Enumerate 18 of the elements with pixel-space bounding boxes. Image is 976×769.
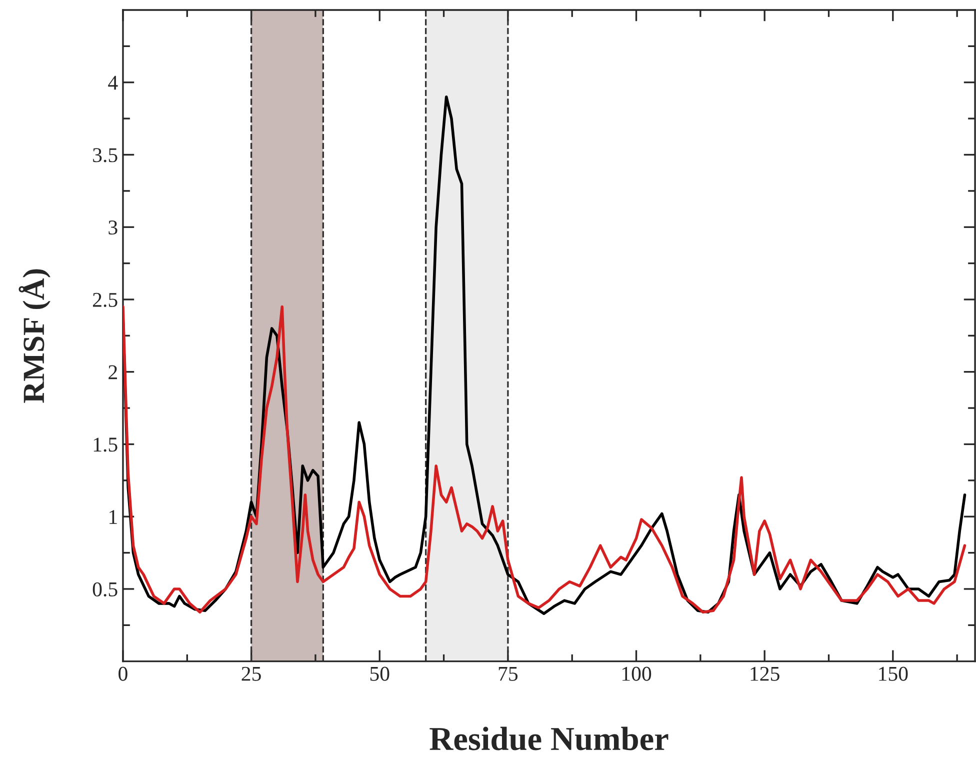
x-tick-label: 0 [118, 666, 128, 681]
x-tick-label: 75 [498, 667, 518, 681]
x-tick-label: 100 [622, 666, 652, 681]
y-tick-label: 3.5 [93, 148, 118, 162]
y-tick-label: 1 [110, 510, 117, 524]
x-axis-title: Residue Number [430, 726, 668, 750]
y-tick-label: 0.5 [92, 582, 118, 596]
y-axis-title: RMSF (Å) [18, 269, 50, 403]
x-tick-label: 150 [879, 666, 908, 681]
x-tick-label: 125 [750, 666, 780, 681]
y-tick-label: 2.5 [92, 292, 118, 308]
y-tick-label: 3 [108, 220, 118, 235]
x-tick-label: 25 [242, 666, 261, 681]
y-tick-label: 2 [108, 365, 117, 380]
y-tick-label: 4 [108, 76, 118, 90]
line-series [122, 305, 966, 614]
x-tick-label: 50 [370, 666, 390, 681]
y-tick-label: 1.5 [94, 438, 118, 452]
